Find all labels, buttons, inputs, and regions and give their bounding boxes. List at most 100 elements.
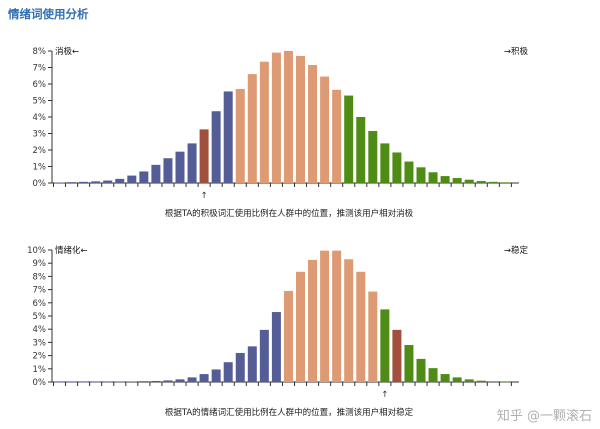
page-title: 情绪词使用分析 (8, 7, 89, 21)
c2-bar (356, 271, 366, 382)
c2-bar (247, 346, 257, 382)
c1-bar (247, 74, 257, 183)
c1-y-tick-label: 0% (33, 179, 47, 189)
c2-bar (416, 358, 426, 382)
c1-bar (320, 76, 330, 183)
c1-bar (163, 158, 173, 183)
c2-caption: 根据TA的情绪词汇使用比例在人群中的位置，推测该用户相对稳定 (165, 407, 414, 418)
c1-y-tick-label: 7% (33, 64, 47, 74)
c1-bar (428, 172, 438, 183)
c2-position-marker: ↑ (381, 390, 388, 400)
c2-bar (440, 374, 450, 382)
c2-bar (488, 381, 498, 382)
c2-bar (223, 362, 233, 382)
c2-bar (127, 381, 137, 383)
c2-bar (103, 381, 113, 383)
c1-bar (271, 52, 281, 184)
c2-y-tick-label: 10% (27, 246, 46, 256)
c1-bar (368, 131, 378, 183)
c2-bar (211, 369, 221, 382)
c2-y-tick-label: 9% (33, 259, 47, 269)
c2-right-label: →稳定 (504, 245, 529, 256)
c2-bar (320, 250, 330, 382)
c1-y-tick-label: 3% (33, 130, 47, 140)
c1-bar (55, 182, 64, 184)
c2-bar (259, 329, 269, 382)
c2-bar (464, 379, 474, 382)
c1-bar (187, 143, 197, 183)
c2-y-tick-label: 1% (33, 365, 47, 375)
c1-bar (211, 111, 221, 183)
c1-bar (259, 61, 269, 183)
c1-bar (332, 89, 342, 183)
c2-y-tick-label: 3% (33, 338, 47, 348)
c2-y-tick-label: 2% (33, 352, 47, 362)
c2-y-tick-label: 4% (33, 325, 47, 335)
c1-y-tick-label: 8% (33, 47, 47, 57)
c1-bar (452, 178, 462, 183)
c2-bar (115, 381, 125, 383)
c1-bar (151, 164, 161, 183)
c1-y-tick-label: 5% (33, 97, 47, 107)
watermark: 知乎 @一颗滚石 (497, 408, 592, 424)
c2-bar (67, 381, 77, 383)
c2-bar (139, 381, 149, 382)
c1-bar (103, 180, 113, 183)
c2-bar (308, 259, 318, 382)
c2-bar (163, 380, 173, 382)
c1-bar (283, 51, 293, 183)
c1-left-label: 消极← (55, 46, 79, 57)
c2-y-tick-label: 5% (33, 312, 47, 322)
c1-y-tick-label: 6% (33, 80, 47, 90)
c1-bar (127, 175, 137, 183)
c2-bar (500, 381, 510, 383)
c2-bar (199, 374, 209, 382)
c1-bar (223, 91, 233, 183)
c1-bar (139, 171, 149, 183)
c1-bar (199, 129, 209, 183)
c2-bar (404, 345, 414, 382)
c2-bar (151, 380, 161, 382)
c1-caption: 根据TA的积极词汇使用比例在人群中的位置，推测该用户相对消极 (165, 208, 414, 219)
c1-bar (392, 152, 402, 183)
c1-right-label: →积极 (504, 46, 529, 57)
c1-y-tick-label: 2% (33, 146, 47, 156)
c1-bar (404, 161, 414, 183)
c2-bar (428, 368, 438, 382)
c1-position-marker: ↑ (201, 191, 208, 201)
c1-bar (175, 151, 185, 183)
c1-bar (235, 88, 245, 183)
c2-bar (55, 381, 64, 383)
c1-bar (464, 179, 474, 183)
c2-y-tick-label: 6% (33, 299, 47, 309)
c2-bar (175, 379, 185, 382)
c1-y-tick-label: 1% (33, 163, 47, 173)
c2-bar (368, 291, 378, 382)
c1-bar (500, 182, 510, 183)
c1-bar (67, 182, 77, 183)
c2-bar (91, 381, 101, 383)
c2-bar (296, 271, 305, 382)
c2-left-label: 情绪化← (55, 245, 88, 256)
c2-bar (235, 352, 245, 382)
c2-bar (344, 259, 354, 382)
c2-y-tick-label: 8% (33, 272, 47, 282)
c1-bar (440, 176, 450, 183)
c2-bar (380, 309, 390, 382)
c2-y-tick-label: 7% (33, 286, 47, 296)
c1-bar (79, 181, 89, 183)
c2-bar (187, 377, 197, 382)
c2-bar (332, 250, 342, 382)
c1-bar (344, 95, 354, 183)
c2-bar (392, 329, 402, 382)
c1-bar (488, 181, 498, 183)
c2-bar (476, 380, 486, 382)
c1-y-tick-label: 4% (33, 113, 47, 123)
c2-y-tick-label: 0% (33, 378, 47, 388)
c1-bar (416, 167, 426, 183)
c1-bar (115, 178, 125, 183)
c1-bar (356, 117, 366, 183)
c1-bar (476, 181, 486, 183)
c1-bar (380, 143, 390, 183)
